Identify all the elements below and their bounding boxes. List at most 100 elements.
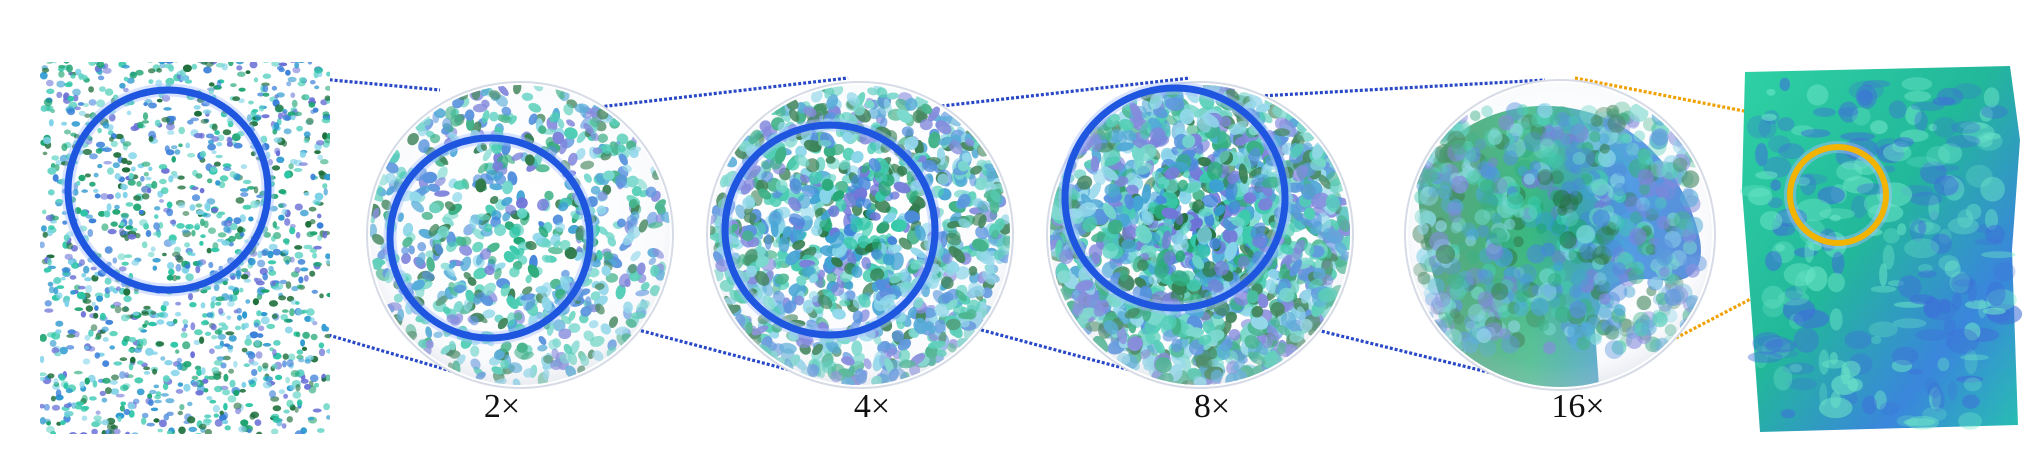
point	[157, 428, 163, 433]
point	[49, 339, 57, 347]
point	[145, 230, 152, 237]
point	[101, 397, 108, 403]
point	[288, 163, 294, 170]
point	[200, 118, 209, 124]
point	[249, 331, 259, 339]
point	[209, 166, 218, 173]
point	[216, 356, 225, 361]
point	[209, 348, 215, 355]
point	[189, 302, 197, 308]
point	[248, 379, 255, 385]
point	[106, 422, 116, 431]
point	[268, 243, 278, 251]
point	[223, 225, 231, 233]
point	[109, 429, 115, 434]
point	[1433, 107, 1445, 119]
point	[303, 244, 313, 250]
point	[300, 339, 306, 347]
point	[308, 101, 316, 108]
point	[187, 401, 193, 407]
point	[257, 365, 263, 373]
point	[262, 85, 269, 93]
point	[95, 148, 103, 154]
point	[291, 285, 299, 292]
point	[46, 421, 51, 426]
point	[239, 388, 246, 393]
magnified-view-16x	[1404, 79, 1716, 391]
point	[278, 295, 287, 301]
point	[101, 326, 109, 333]
point	[146, 62, 155, 63]
point	[133, 347, 142, 353]
point	[193, 105, 201, 110]
point	[292, 391, 302, 399]
point	[72, 188, 79, 196]
point	[238, 87, 246, 92]
point	[104, 246, 113, 254]
point	[179, 404, 185, 411]
point	[151, 351, 158, 356]
point	[84, 346, 90, 350]
point	[316, 428, 325, 433]
point	[120, 314, 130, 322]
point	[85, 305, 94, 312]
point	[50, 163, 56, 169]
point	[163, 107, 172, 111]
point	[51, 404, 61, 411]
point	[318, 348, 326, 357]
point	[112, 301, 122, 307]
point	[66, 334, 76, 338]
point	[63, 234, 70, 242]
point	[300, 209, 309, 217]
point	[156, 312, 165, 318]
point	[61, 276, 66, 281]
point	[218, 308, 224, 315]
point	[303, 137, 310, 144]
point	[66, 345, 75, 350]
point	[206, 312, 214, 318]
point	[171, 251, 181, 258]
point	[94, 305, 99, 311]
point	[84, 377, 90, 385]
point	[40, 105, 48, 112]
point	[88, 62, 96, 66]
point	[69, 275, 77, 280]
point	[253, 186, 259, 194]
point	[316, 140, 325, 146]
point	[115, 393, 125, 398]
point	[107, 228, 117, 235]
point	[215, 296, 225, 302]
point	[165, 77, 175, 86]
point	[1419, 108, 1433, 121]
point	[153, 384, 160, 389]
point	[189, 204, 196, 211]
point	[216, 212, 223, 219]
point	[81, 394, 88, 403]
point	[1691, 127, 1707, 143]
point	[272, 286, 282, 291]
point	[84, 173, 91, 178]
point	[48, 225, 55, 230]
point	[59, 346, 68, 355]
point	[135, 69, 144, 76]
point	[128, 218, 133, 227]
point	[296, 308, 303, 316]
point	[318, 342, 325, 349]
point	[279, 279, 288, 285]
point	[272, 248, 282, 256]
point	[63, 295, 71, 301]
point	[252, 298, 259, 306]
point	[128, 363, 134, 371]
point	[284, 326, 293, 334]
point	[82, 148, 92, 156]
point	[119, 405, 125, 412]
point	[201, 101, 210, 107]
point	[169, 115, 177, 122]
point	[158, 419, 167, 428]
point	[169, 239, 176, 245]
point	[202, 313, 208, 318]
point	[213, 284, 220, 292]
point	[95, 141, 106, 148]
point	[317, 213, 322, 219]
